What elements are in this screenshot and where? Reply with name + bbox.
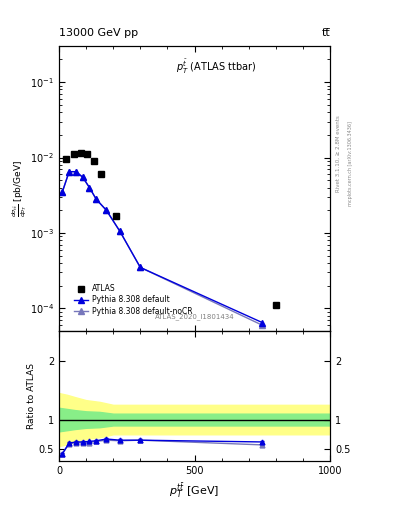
Text: $p_T^{\bar{t}}$ (ATLAS ttbar): $p_T^{\bar{t}}$ (ATLAS ttbar)	[176, 57, 256, 76]
ATLAS	[63, 156, 68, 162]
Pythia 8.308 default-noCR	[73, 168, 78, 175]
Pythia 8.308 default-noCR	[80, 174, 85, 180]
Pythia 8.308 default	[87, 184, 92, 190]
Pythia 8.308 default-noCR	[60, 189, 65, 195]
Pythia 8.308 default-noCR	[138, 264, 143, 270]
Text: Rivet 3.1.10, ≥ 2.8M events: Rivet 3.1.10, ≥ 2.8M events	[336, 115, 341, 192]
Pythia 8.308 default	[118, 228, 122, 234]
Line: Pythia 8.308 default-noCR: Pythia 8.308 default-noCR	[60, 169, 265, 328]
Pythia 8.308 default	[260, 319, 265, 326]
Y-axis label: Ratio to ATLAS: Ratio to ATLAS	[27, 363, 36, 429]
Text: 13000 GeV pp: 13000 GeV pp	[59, 28, 138, 38]
Text: tt̅: tt̅	[321, 28, 330, 38]
Line: ATLAS: ATLAS	[62, 150, 279, 309]
Pythia 8.308 default-noCR	[87, 184, 92, 190]
ATLAS	[274, 302, 278, 308]
Text: mcplots.cern.ch [arXiv:1306.3436]: mcplots.cern.ch [arXiv:1306.3436]	[348, 121, 353, 206]
Pythia 8.308 default-noCR	[104, 207, 109, 214]
Pythia 8.308 default	[138, 264, 143, 270]
X-axis label: $p^{t\bar{t}}_T$ [GeV]: $p^{t\bar{t}}_T$ [GeV]	[169, 481, 220, 500]
Pythia 8.308 default-noCR	[260, 322, 265, 328]
ATLAS	[72, 151, 76, 157]
Pythia 8.308 default-noCR	[67, 168, 72, 175]
Y-axis label: $\frac{d\sigma_{t\bar{t}}}{dp_T}$ [pb/GeV]: $\frac{d\sigma_{t\bar{t}}}{dp_T}$ [pb/Ge…	[10, 160, 29, 217]
ATLAS	[114, 212, 118, 219]
Pythia 8.308 default-noCR	[118, 228, 122, 234]
Pythia 8.308 default	[60, 189, 65, 195]
Line: Pythia 8.308 default: Pythia 8.308 default	[60, 169, 265, 326]
Pythia 8.308 default	[73, 168, 78, 175]
Pythia 8.308 default	[67, 168, 72, 175]
Text: ATLAS_2020_I1801434: ATLAS_2020_I1801434	[155, 313, 234, 320]
Pythia 8.308 default-noCR	[94, 196, 99, 202]
ATLAS	[92, 158, 97, 164]
ATLAS	[85, 151, 90, 157]
Pythia 8.308 default	[80, 174, 85, 180]
ATLAS	[99, 171, 103, 177]
Pythia 8.308 default	[94, 196, 99, 202]
Pythia 8.308 default	[104, 207, 109, 214]
ATLAS	[78, 150, 83, 156]
Legend: ATLAS, Pythia 8.308 default, Pythia 8.308 default-noCR: ATLAS, Pythia 8.308 default, Pythia 8.30…	[71, 281, 195, 319]
